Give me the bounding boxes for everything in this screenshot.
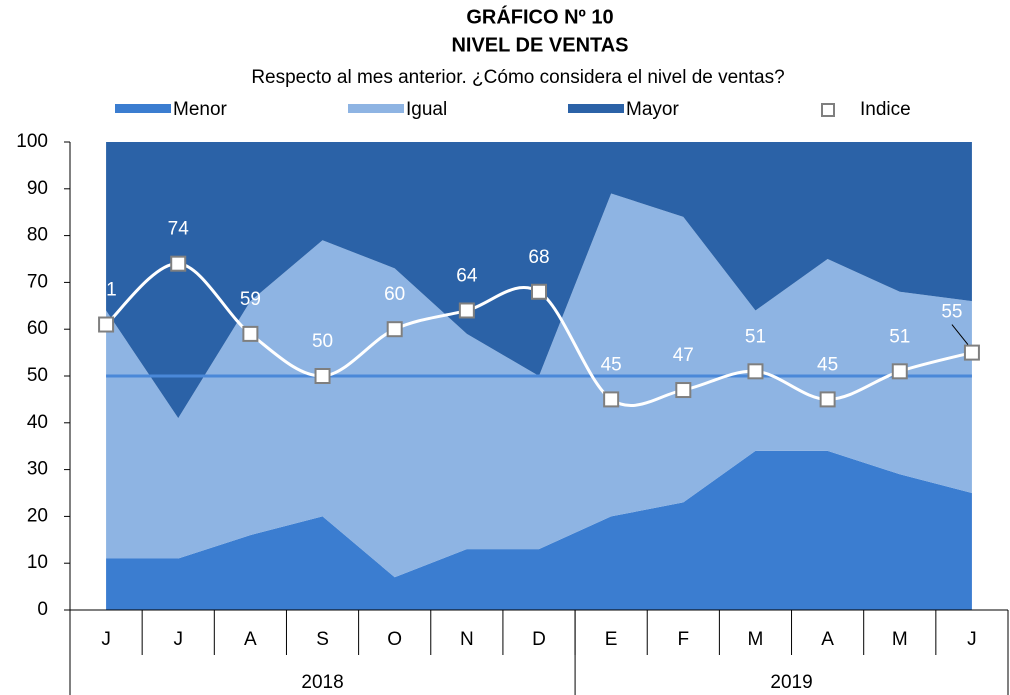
x-tick-label: E <box>605 629 618 650</box>
index-marker <box>747 363 764 380</box>
index-marker <box>963 344 980 361</box>
data-label: 74 <box>168 219 190 240</box>
data-label: 55 <box>941 302 962 323</box>
legend-label: Mayor <box>626 99 679 120</box>
y-tick-label: 40 <box>27 412 48 433</box>
x-tick-label: M <box>748 629 764 650</box>
legend-swatch <box>115 104 171 113</box>
x-tick-label: J <box>173 629 183 650</box>
data-label: 64 <box>456 265 478 286</box>
index-marker <box>819 391 836 408</box>
y-tick-label: 70 <box>27 271 48 292</box>
data-label: 59 <box>240 289 261 310</box>
x-tick-label: D <box>532 629 546 650</box>
legend-swatch <box>348 104 404 113</box>
x-tick-label: J <box>967 629 977 650</box>
area <box>106 142 972 419</box>
legend-swatch <box>568 104 624 113</box>
index-marker <box>314 368 331 384</box>
x-tick-label: M <box>892 629 908 650</box>
x-tick-label: F <box>678 629 690 650</box>
y-tick-label: 100 <box>16 131 48 152</box>
index-marker <box>170 255 187 272</box>
group-label: 2018 <box>301 672 343 693</box>
index-marker <box>386 321 403 338</box>
data-label: 45 <box>601 354 622 375</box>
data-label: 50 <box>312 331 333 352</box>
y-tick-label: 10 <box>27 552 48 573</box>
data-label: 60 <box>384 284 405 305</box>
index-marker <box>675 382 692 399</box>
y-tick-label: 0 <box>37 599 48 620</box>
y-tick-label: 80 <box>27 225 48 246</box>
chart-question: Respecto al mes anterior. ¿Cómo consider… <box>251 67 784 88</box>
index-marker <box>531 283 547 300</box>
x-tick-label: N <box>460 629 474 650</box>
chart-title: GRÁFICO Nº 10 <box>466 5 613 28</box>
y-tick-label: 50 <box>27 365 48 386</box>
group-label: 2019 <box>770 672 812 693</box>
leader <box>951 324 969 345</box>
data-label: 45 <box>817 354 838 375</box>
area <box>106 193 972 578</box>
x-tick-label: A <box>821 629 834 650</box>
data-label: 51 <box>745 326 766 347</box>
legend-label: Menor <box>173 99 228 120</box>
index-marker <box>603 391 620 408</box>
legend-label: Indice <box>860 99 911 120</box>
index-marker <box>242 325 259 342</box>
x-tick-label: A <box>244 629 257 650</box>
y-tick-label: 60 <box>27 318 48 339</box>
area <box>106 450 972 610</box>
data-label: 61 <box>96 280 117 301</box>
index-marker <box>458 302 475 319</box>
data-label: 51 <box>889 326 910 347</box>
y-tick-label: 30 <box>27 459 48 480</box>
x-tick-label: S <box>316 629 329 650</box>
index-marker <box>98 316 115 333</box>
y-tick-label: 90 <box>27 178 48 199</box>
legend-marker <box>821 103 835 117</box>
data-label: 47 <box>673 345 694 366</box>
data-label: 68 <box>528 247 549 268</box>
y-tick-label: 20 <box>27 505 48 526</box>
index-marker <box>891 363 908 380</box>
legend-label: Igual <box>406 99 447 120</box>
x-tick-label: J <box>101 629 111 650</box>
chart-subtitle: NIVEL DE VENTAS <box>451 34 628 56</box>
x-tick-label: O <box>387 629 402 650</box>
